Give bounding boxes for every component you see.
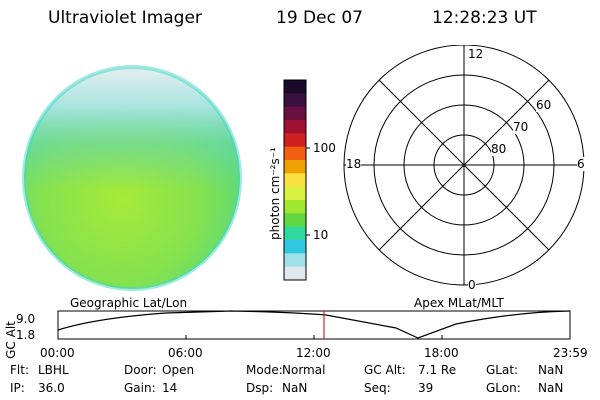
mlt-label-18: 18: [346, 157, 362, 171]
status-label: Flt:: [10, 363, 29, 377]
colorbar-band: [284, 146, 306, 161]
status-value: 14: [162, 381, 178, 395]
mlt-label-12: 12: [468, 47, 484, 61]
colorbar-band: [284, 240, 306, 254]
status-label: GLon:: [486, 381, 521, 395]
colorbar-band: [284, 106, 306, 121]
colorbar-tick-10: 10: [313, 228, 329, 242]
status-value: 36.0: [38, 381, 65, 395]
colorbar-band: [284, 253, 306, 268]
colorbar-band: [284, 226, 306, 241]
colorbar-unit-label: photon cm⁻²s⁻¹: [268, 147, 282, 240]
lat-label-70: 70: [513, 120, 529, 134]
mlt-label-6: 6: [577, 157, 585, 171]
status-value: Open: [162, 363, 195, 377]
colorbar-band: [284, 266, 306, 281]
status-value: 7.1 Re: [418, 363, 457, 377]
colorbar-band: [284, 160, 306, 174]
xtick-1200: 12:00: [296, 346, 331, 360]
status-label: Gain:: [124, 381, 156, 395]
status-label: IP:: [10, 381, 25, 395]
status-value: NaN: [538, 363, 564, 377]
xtick-0000: 00:00: [40, 346, 75, 360]
colorbar-band: [284, 133, 306, 148]
alt-tick-9: 9.0: [16, 312, 36, 326]
uv-disk-dayside-glow: [24, 67, 240, 289]
lat-label-80: 80: [491, 142, 507, 156]
status-label: Door:: [124, 363, 157, 377]
geo-latlon-label: Geographic Lat/Lon: [70, 296, 188, 310]
time-label: 12:28:23 UT: [432, 8, 537, 28]
polar-grid: [343, 45, 585, 286]
colorbar-band: [284, 213, 306, 228]
colorbar-scale: [284, 80, 306, 281]
colorbar-band: [284, 93, 306, 108]
xtick-2359: 23:59: [553, 346, 588, 360]
colorbar-band: [284, 120, 306, 134]
colorbar-band: [284, 200, 306, 214]
colorbar-band: [284, 173, 306, 188]
xtick-0600: 06:00: [168, 346, 203, 360]
lat-label-60: 60: [536, 98, 552, 112]
altitude-plot: [57, 310, 571, 340]
status-label: Mode:: [246, 363, 283, 377]
apex-label: Apex MLat/MLT: [414, 296, 504, 310]
uv-disk-edge: [22, 65, 242, 291]
status-label: Dsp:: [246, 381, 274, 395]
status-value: Normal: [282, 363, 326, 377]
alt-axis-label: GC Alt: [3, 321, 18, 359]
altitude-curve: [57, 310, 571, 339]
status-value: 39: [418, 381, 434, 395]
colorbar-band: [284, 80, 306, 94]
date-label: 19 Dec 07: [276, 8, 363, 28]
status-label: Seq:: [364, 381, 391, 395]
status-value: NaN: [282, 381, 308, 395]
status-value: NaN: [538, 381, 564, 395]
status-label: GC Alt:: [364, 363, 406, 377]
mlt-label-0: 0: [468, 278, 476, 292]
colorbar-tick-100: 100: [313, 141, 336, 155]
instrument-title: Ultraviolet Imager: [48, 8, 202, 28]
alt-tick-1.8: 1.8: [16, 328, 36, 342]
status-value: LBHL: [38, 363, 69, 377]
status-label: GLat:: [486, 363, 519, 377]
colorbar-band: [284, 186, 306, 201]
uv-image-panel: [22, 65, 242, 291]
colorbar: [283, 79, 310, 281]
xtick-1800: 18:00: [424, 346, 459, 360]
